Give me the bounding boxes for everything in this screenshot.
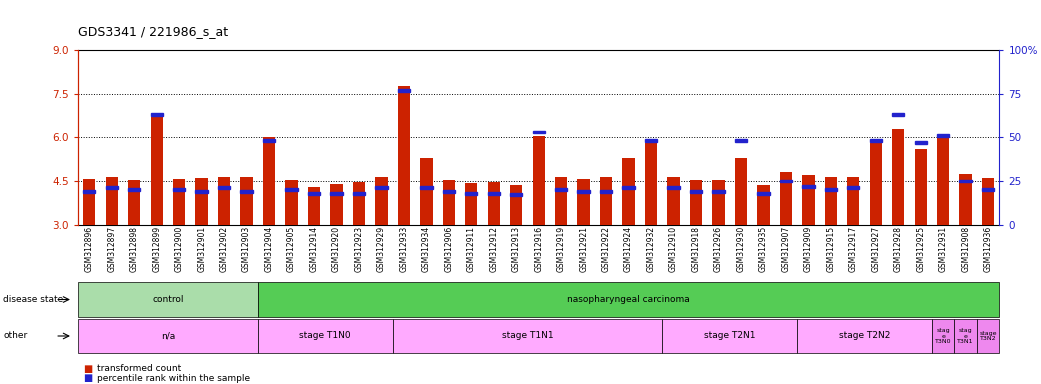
Bar [398,89,410,91]
Bar [667,187,680,189]
Bar [83,179,96,225]
Bar [330,184,342,225]
Bar [510,194,523,196]
Bar [421,158,433,225]
Text: transformed count: transformed count [97,364,181,373]
Text: nasopharyngeal carcinoma: nasopharyngeal carcinoma [567,295,690,304]
Bar [803,185,814,188]
Bar [196,178,208,225]
Text: stage T1N1: stage T1N1 [502,331,554,341]
Bar [465,183,478,225]
Bar [600,190,612,193]
Bar [982,188,994,191]
Bar [128,188,141,191]
Bar [398,86,410,225]
Bar [442,180,455,225]
Bar [644,139,657,142]
Bar [263,137,275,225]
Bar [218,187,230,189]
Bar [196,190,208,193]
Bar [555,188,567,191]
Bar [442,190,455,193]
Bar [533,136,544,225]
Bar [240,190,253,193]
Bar [263,139,275,142]
Bar [735,158,747,225]
Bar [353,192,365,195]
Bar [375,187,387,189]
Bar [151,117,162,225]
Bar [937,134,949,137]
Bar [735,139,747,142]
Bar [510,185,523,225]
Bar [960,174,972,225]
Bar [353,182,365,225]
Bar [847,177,860,225]
Bar [421,187,433,189]
Bar [555,177,567,225]
Bar [780,179,792,182]
Bar [600,177,612,225]
Text: GDS3341 / 221986_s_at: GDS3341 / 221986_s_at [78,25,228,38]
Bar [780,172,792,225]
Bar [285,180,298,225]
Bar [667,177,680,225]
Bar [960,179,972,182]
Text: stage
T3N2: stage T3N2 [980,331,997,341]
Text: control: control [152,295,183,304]
Text: stage T2N2: stage T2N2 [839,331,890,341]
Bar [712,190,725,193]
Bar [915,149,926,225]
Bar [105,177,118,225]
Text: stage T2N1: stage T2N1 [704,331,756,341]
Bar [690,190,703,193]
Bar [982,178,994,225]
Bar [892,129,905,225]
Bar [623,187,635,189]
Bar [690,179,703,225]
Text: n/a: n/a [160,331,175,341]
Bar [915,141,926,144]
Text: disease state: disease state [3,295,64,304]
Bar [937,137,949,225]
Text: ■: ■ [83,364,93,374]
Bar [803,175,814,225]
Bar [465,192,478,195]
Text: stag
e
T3N0: stag e T3N0 [935,328,951,344]
Bar [892,113,905,116]
Bar [487,192,500,195]
Bar [757,192,769,195]
Text: other: other [3,331,27,341]
Bar [578,190,590,193]
Bar [218,177,230,225]
Bar [757,185,769,225]
Bar [623,158,635,225]
Bar [151,113,162,116]
Bar [824,177,837,225]
Text: stage T1N0: stage T1N0 [300,331,351,341]
Bar [487,182,500,225]
Bar [869,143,882,225]
Bar [375,177,387,225]
Bar [533,131,544,134]
Bar [644,143,657,225]
Text: percentile rank within the sample: percentile rank within the sample [97,374,250,383]
Bar [285,188,298,191]
Bar [173,188,185,191]
Text: ■: ■ [83,373,93,383]
Bar [578,179,590,225]
Bar [128,180,141,225]
Bar [83,190,96,193]
Bar [330,192,342,195]
Bar [869,139,882,142]
Bar [105,187,118,189]
Bar [308,192,321,195]
Text: stag
e
T3N1: stag e T3N1 [958,328,974,344]
Bar [240,177,253,225]
Bar [173,179,185,225]
Bar [847,187,860,189]
Bar [824,188,837,191]
Bar [712,180,725,225]
Bar [308,187,321,225]
